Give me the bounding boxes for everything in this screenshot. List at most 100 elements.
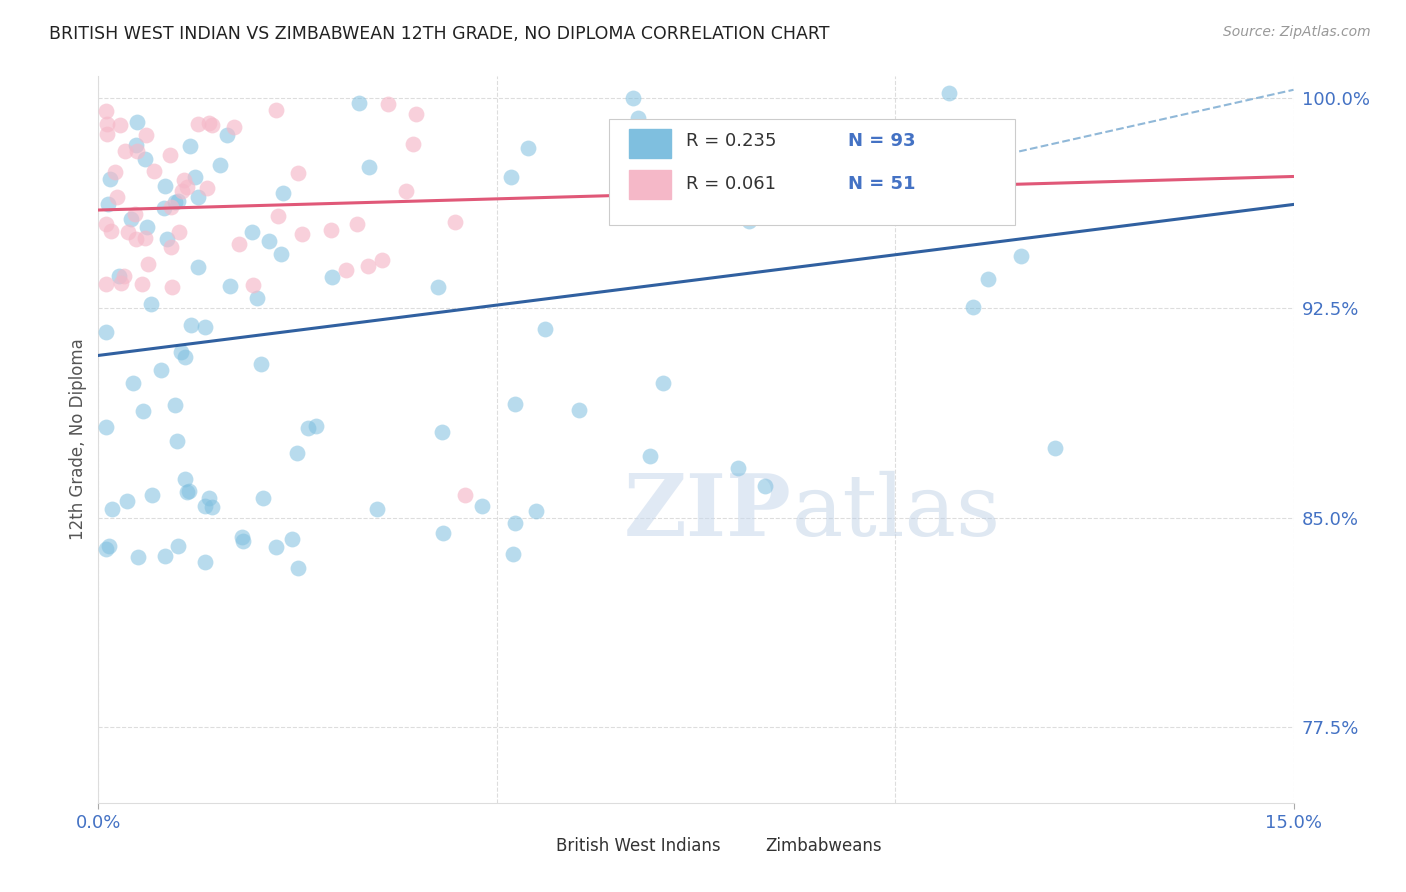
Point <box>180 318 202 332</box>
Point <box>219 279 242 293</box>
Point <box>432 526 454 541</box>
Point <box>124 207 146 221</box>
Point <box>568 402 591 417</box>
Point <box>405 107 427 121</box>
Point <box>517 141 540 155</box>
Point <box>444 215 467 229</box>
Point <box>160 280 183 294</box>
Point <box>754 479 776 493</box>
Point <box>187 189 209 203</box>
Point <box>96 542 118 557</box>
Point <box>165 398 187 412</box>
Point <box>193 555 215 569</box>
Point <box>117 225 139 239</box>
Point <box>125 144 148 158</box>
Point <box>134 152 156 166</box>
Point <box>346 217 368 231</box>
Point <box>627 111 650 125</box>
Point <box>167 194 190 209</box>
Text: Source: ZipAtlas.com: Source: ZipAtlas.com <box>1223 25 1371 39</box>
Point <box>264 540 287 554</box>
Point <box>112 268 135 283</box>
Point <box>938 86 960 100</box>
Point <box>198 491 221 506</box>
Point <box>159 240 181 254</box>
Point <box>250 357 273 371</box>
Point <box>136 219 159 234</box>
Point <box>135 128 157 143</box>
Point <box>174 471 197 485</box>
Point <box>252 491 274 505</box>
Point <box>134 230 156 244</box>
Point <box>176 180 198 194</box>
Point <box>114 145 136 159</box>
Point <box>395 184 418 198</box>
Point <box>96 277 118 291</box>
Point <box>533 322 555 336</box>
Point <box>96 117 118 131</box>
Point <box>228 237 250 252</box>
Point <box>167 539 190 553</box>
Point <box>291 227 314 241</box>
Point <box>962 300 984 314</box>
Point <box>297 421 319 435</box>
Point <box>652 376 675 390</box>
Point <box>121 376 143 391</box>
Point <box>232 534 254 549</box>
Text: Zimbabweans: Zimbabweans <box>765 837 882 855</box>
Point <box>96 103 118 118</box>
Point <box>153 178 176 193</box>
Bar <box>523 829 548 850</box>
Point <box>1010 249 1032 263</box>
Point <box>108 269 131 284</box>
Point <box>131 277 153 292</box>
Point <box>231 530 253 544</box>
Point <box>173 173 195 187</box>
Point <box>703 189 725 203</box>
Point <box>524 504 547 518</box>
Point <box>98 171 121 186</box>
Point <box>264 103 287 117</box>
Point <box>634 178 657 192</box>
Point <box>108 118 131 132</box>
Text: N = 51: N = 51 <box>848 176 915 194</box>
Point <box>242 277 264 292</box>
Point <box>271 186 294 201</box>
Text: BRITISH WEST INDIAN VS ZIMBABWEAN 12TH GRADE, NO DIPLOMA CORRELATION CHART: BRITISH WEST INDIAN VS ZIMBABWEAN 12TH G… <box>49 25 830 43</box>
Point <box>100 223 122 237</box>
Point <box>287 166 309 180</box>
Point <box>195 180 218 194</box>
Point <box>163 194 186 209</box>
Point <box>155 549 177 563</box>
Point <box>96 217 118 231</box>
Point <box>141 488 163 502</box>
Point <box>96 127 118 141</box>
Point <box>115 493 138 508</box>
Point <box>141 296 163 310</box>
Point <box>621 91 644 105</box>
Point <box>125 115 148 129</box>
Point <box>402 136 425 151</box>
Point <box>270 246 292 260</box>
Point <box>503 516 526 530</box>
Point <box>201 500 224 514</box>
Point <box>159 147 181 161</box>
Point <box>884 209 907 223</box>
Point <box>349 95 371 110</box>
Point <box>357 259 380 273</box>
Text: ZIP: ZIP <box>624 470 792 554</box>
Point <box>259 234 281 248</box>
Point <box>159 200 181 214</box>
Point <box>209 158 232 172</box>
Point <box>471 500 494 514</box>
Point <box>176 484 198 499</box>
Point <box>177 483 200 498</box>
Point <box>105 190 128 204</box>
Point <box>432 425 454 439</box>
Point <box>120 211 142 226</box>
Point <box>321 270 343 285</box>
Point <box>321 223 343 237</box>
Point <box>166 434 188 449</box>
Point <box>156 232 179 246</box>
Point <box>142 164 165 178</box>
